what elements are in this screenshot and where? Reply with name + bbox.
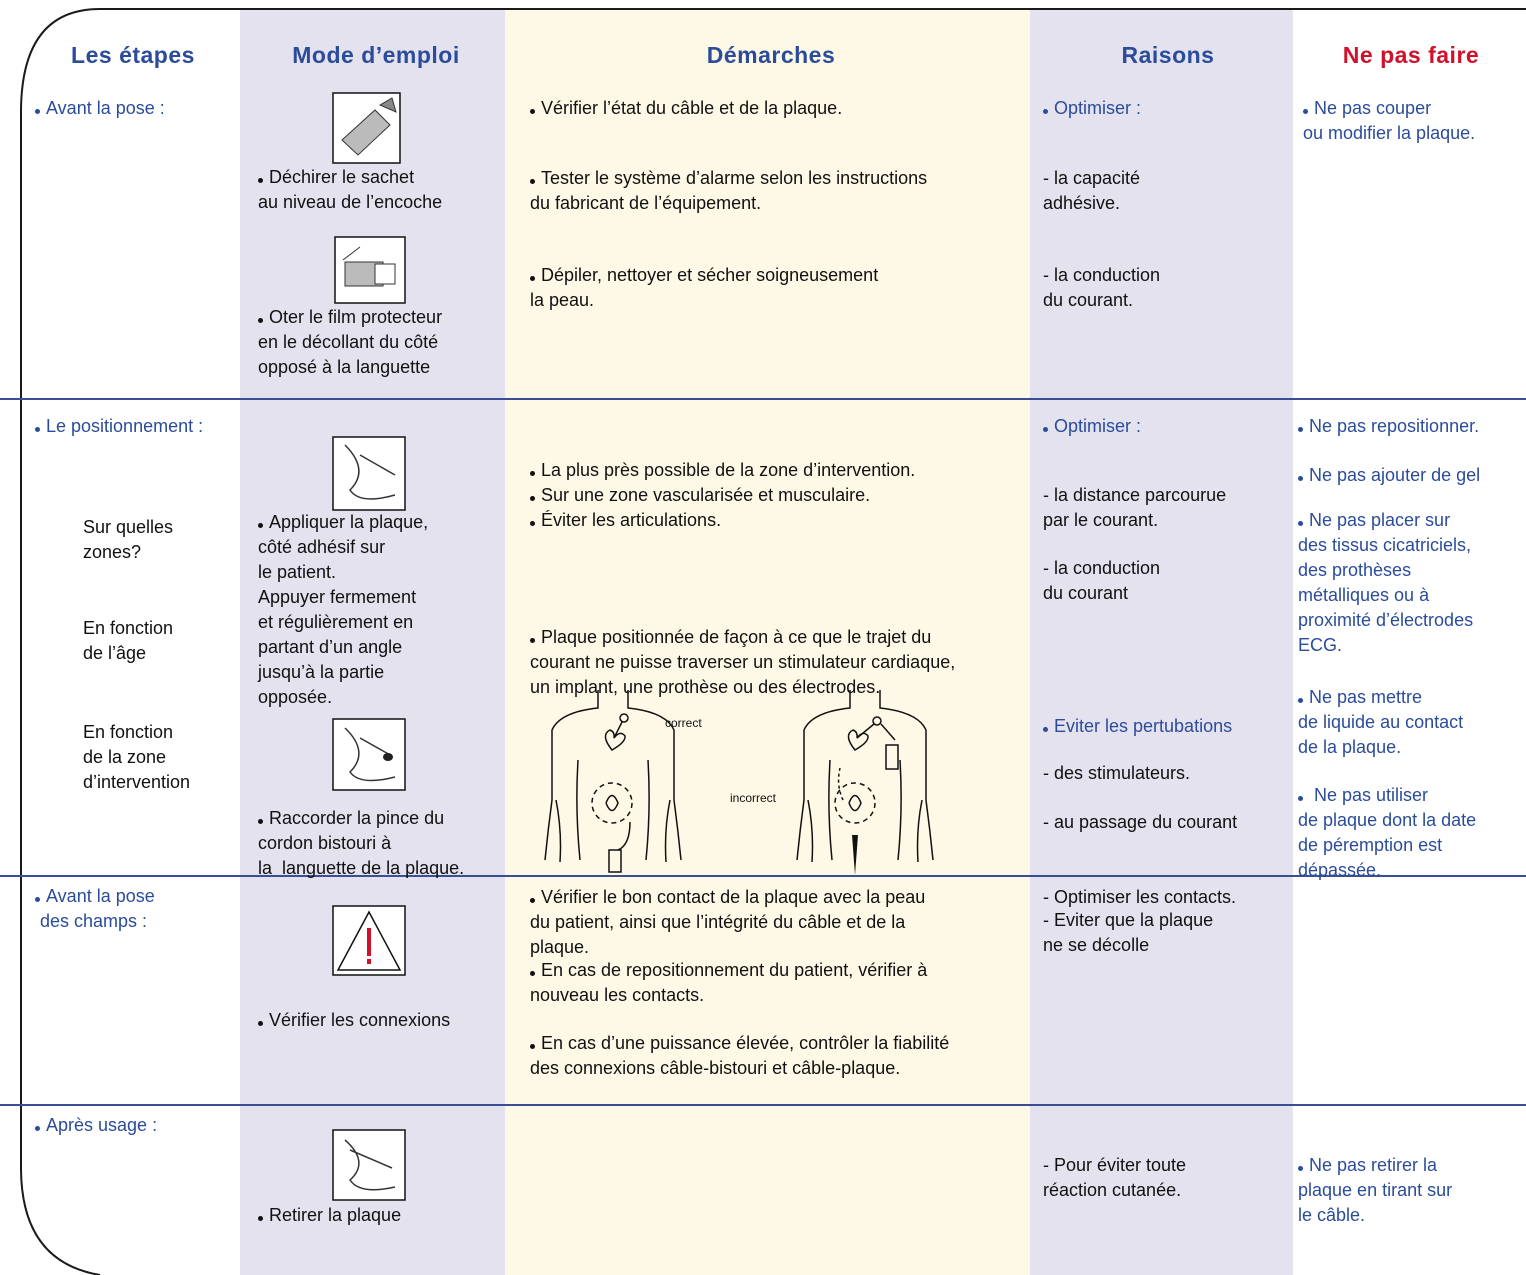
- warning: Ne pas placer sur des tissus cicatriciel…: [1298, 508, 1473, 658]
- warning: Ne pas ajouter de gel: [1298, 463, 1480, 488]
- action: Tester le système d’alarme selon les ins…: [530, 166, 927, 216]
- reason: Eviter les pertubations: [1043, 714, 1232, 739]
- action: Dépiler, nettoyer et sécher soigneusemen…: [530, 263, 878, 313]
- action: En cas de repositionnement du patient, v…: [530, 958, 927, 1008]
- instruction: Vérifier les connexions: [258, 1008, 450, 1033]
- figure-label: correct: [665, 716, 702, 730]
- column-header: Mode d’emploi: [292, 42, 460, 68]
- reason: - Pour éviter toute réaction cutanée.: [1043, 1155, 1187, 1200]
- warning: Ne pas utiliser de plaque dont la date d…: [1298, 783, 1476, 883]
- instruction: Déchirer le sachet au niveau de l’encoch…: [258, 165, 442, 215]
- reason: - Optimiser les contacts.: [1043, 887, 1237, 907]
- reason: - la capacité adhésive.: [1043, 168, 1141, 213]
- warning: Ne pas repositionner.: [1298, 414, 1479, 439]
- reason: Optimiser :: [1043, 96, 1141, 121]
- action: Éviter les articulations.: [530, 508, 721, 533]
- step: Après usage :: [35, 1113, 157, 1138]
- instruction: Appliquer la plaque, côté adhésif sur le…: [258, 510, 428, 710]
- sub-step: En fonction de la zone d’intervention: [83, 722, 191, 792]
- reason: - Eviter que la plaque ne se décolle: [1043, 910, 1214, 955]
- column-header: Démarches: [706, 42, 836, 68]
- action: La plus près possible de la zone d’inter…: [530, 458, 915, 483]
- reason: - la distance parcourue par le courant.: [1043, 485, 1227, 530]
- column-header: Ne pas faire: [1342, 42, 1480, 68]
- figure-label: incorrect: [730, 791, 777, 805]
- step: Avant la pose :: [35, 96, 165, 121]
- warning: Ne pas mettre de liquide au contact de l…: [1298, 685, 1463, 760]
- instruction: Oter le film protecteur en le décollant …: [258, 305, 442, 380]
- reason: - la conduction du courant.: [1043, 265, 1161, 310]
- warning: Ne pas retirer la plaque en tirant sur l…: [1298, 1153, 1452, 1228]
- action: Vérifier l’état du câble et de la plaque…: [530, 96, 842, 121]
- instruction: Raccorder la pince du cordon bistouri à …: [258, 806, 464, 881]
- step: Le positionnement :: [35, 414, 203, 439]
- instruction: Retirer la plaque: [258, 1203, 401, 1228]
- column-header: Les étapes: [71, 42, 195, 68]
- action: Sur une zone vascularisée et musculaire.: [530, 483, 870, 508]
- action: Vérifier le bon contact de la plaque ave…: [530, 885, 925, 960]
- reason: - des stimulateurs.: [1043, 763, 1191, 783]
- icon-detail: [383, 753, 393, 761]
- reason: - au passage du courant: [1043, 812, 1238, 832]
- sub-step: En fonction de l’âge: [83, 618, 174, 663]
- warning: Ne pas couper ou modifier la plaque.: [1303, 96, 1475, 146]
- sub-step: Sur quelles zones?: [83, 517, 174, 562]
- reason: - la conduction du courant: [1043, 558, 1161, 603]
- column-bg: [1030, 8, 1293, 1275]
- reason: Optimiser :: [1043, 414, 1141, 439]
- action: Plaque positionnée de façon à ce que le …: [530, 625, 955, 700]
- column-header: Raisons: [1121, 42, 1215, 68]
- action: En cas d’une puissance élevée, contrôler…: [530, 1031, 949, 1081]
- step: Avant la pose des champs :: [35, 884, 155, 934]
